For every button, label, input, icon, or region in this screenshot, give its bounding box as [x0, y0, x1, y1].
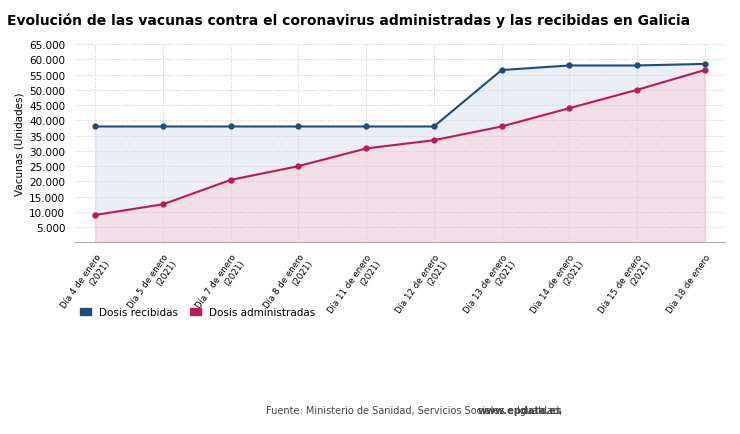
Dosis administradas [700, 68, 709, 73]
Dosis recibidas [700, 62, 709, 67]
Text: www.epdata.es: www.epdata.es [477, 405, 562, 415]
Dosis administradas [633, 88, 642, 93]
Text: Evolución de las vacunas contra el coronavirus administradas y las recibidas en : Evolución de las vacunas contra el coron… [7, 13, 690, 27]
Dosis administradas [91, 213, 100, 218]
Y-axis label: Vacunas (Unidades): Vacunas (Unidades) [15, 92, 25, 196]
Dosis recibidas [633, 64, 642, 69]
Text: Fuente: Ministerio de Sanidad, Servicios Sociales e Igualdad,: Fuente: Ministerio de Sanidad, Servicios… [266, 405, 566, 415]
Dosis recibidas [226, 125, 235, 130]
Dosis recibidas [497, 68, 506, 73]
Dosis recibidas [565, 64, 574, 69]
Dosis recibidas [158, 125, 167, 130]
Dosis recibidas [429, 125, 438, 130]
Dosis administradas [226, 178, 235, 183]
Legend: Dosis recibidas, Dosis administradas: Dosis recibidas, Dosis administradas [80, 307, 315, 317]
Dosis administradas [429, 138, 438, 144]
Dosis recibidas [91, 125, 100, 130]
Dosis recibidas [362, 125, 371, 130]
Dosis administradas [497, 125, 506, 130]
Dosis administradas [294, 164, 303, 169]
Dosis administradas [362, 147, 371, 152]
Dosis administradas [565, 106, 574, 112]
Line: Dosis recibidas: Dosis recibidas [93, 62, 707, 130]
Line: Dosis administradas: Dosis administradas [93, 69, 707, 218]
Dosis administradas [158, 202, 167, 207]
Dosis recibidas [294, 125, 303, 130]
